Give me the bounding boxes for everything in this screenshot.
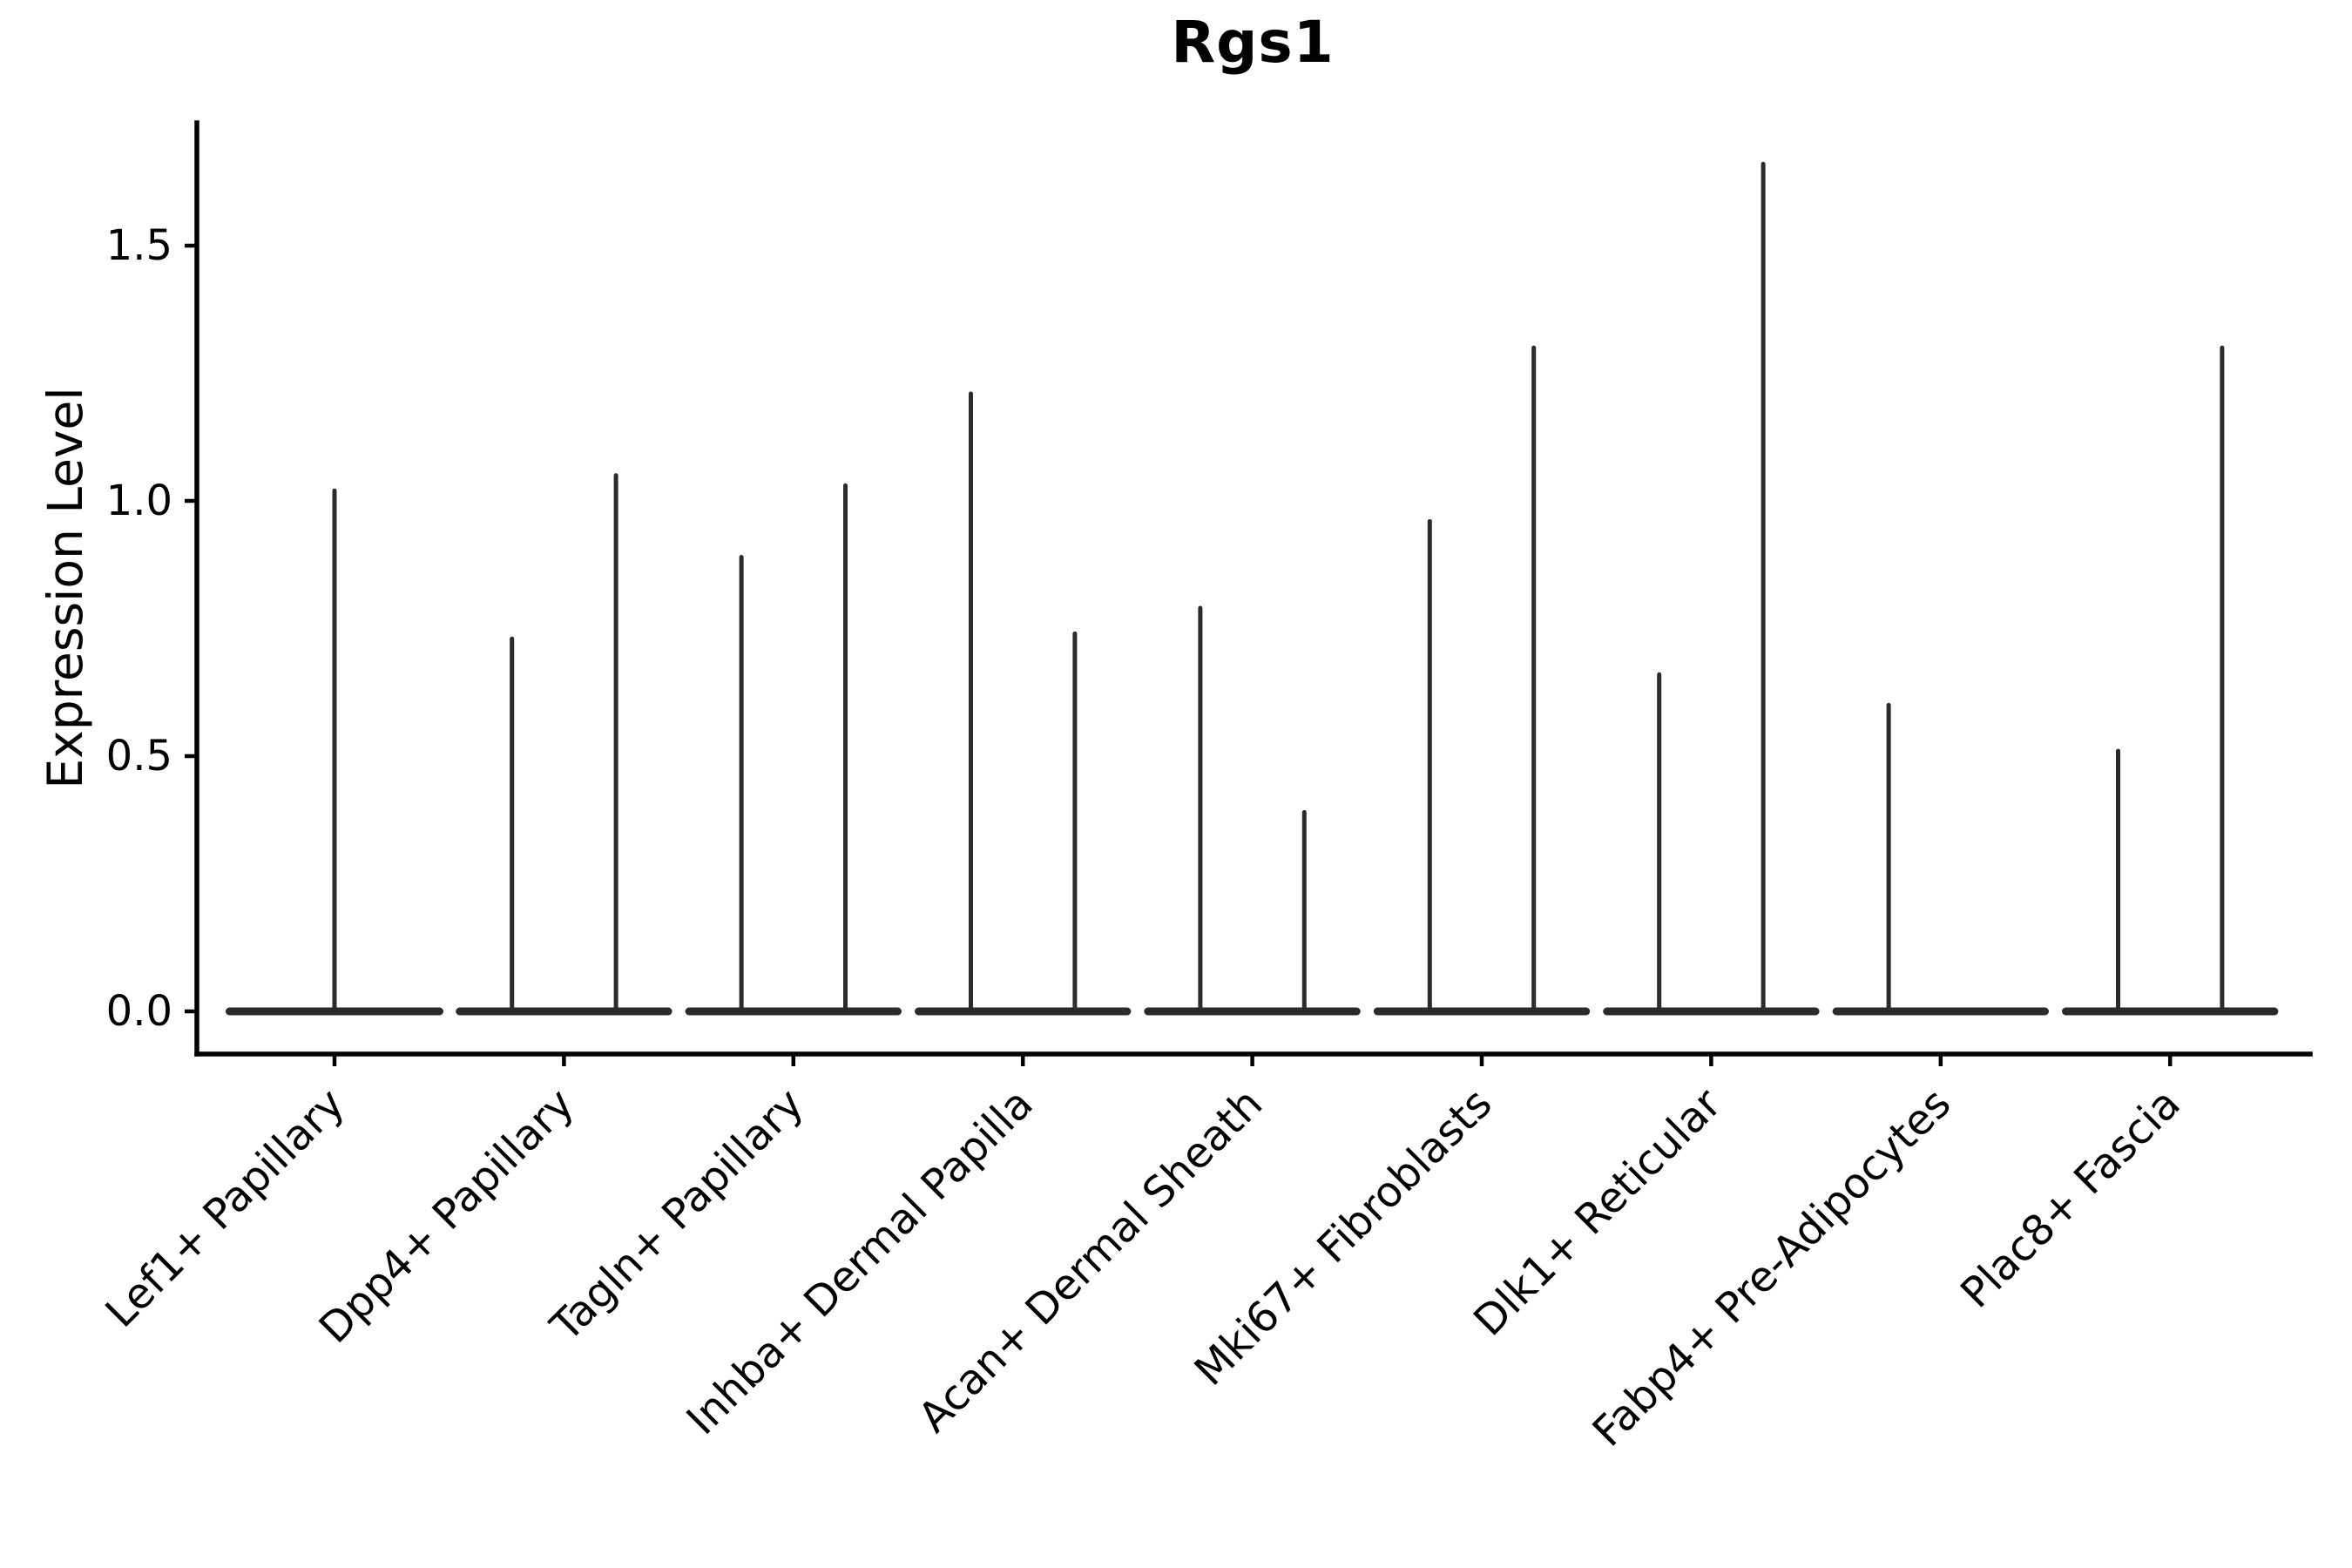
y-tick-label: 0.0 bbox=[106, 987, 172, 1036]
violin-category: Lef1+ Papillary bbox=[97, 488, 443, 1337]
x-tick-label: Dlk1+ Reticular bbox=[1464, 1079, 1731, 1346]
x-tick-label: Plac8+ Fascia bbox=[1951, 1079, 2190, 1318]
y-tick-label: 1.5 bbox=[106, 221, 172, 270]
violin-category: Tagln+ Papillary bbox=[541, 483, 902, 1351]
violin-category: Dpp4+ Papillary bbox=[310, 473, 672, 1353]
plot-title: Rgs1 bbox=[1171, 9, 1335, 76]
violin-category: Plac8+ Fascia bbox=[1951, 345, 2279, 1318]
violin-category: Fabp4+ Pre-Adipocytes bbox=[1584, 702, 2049, 1456]
x-tick-label: Tagln+ Papillary bbox=[541, 1079, 813, 1351]
y-tick-label: 0.5 bbox=[106, 732, 172, 781]
violin-category: Mki67+ Fibroblasts bbox=[1186, 345, 1591, 1396]
violin-category: Dlk1+ Reticular bbox=[1464, 161, 1820, 1346]
x-tick-label: Lef1+ Papillary bbox=[97, 1079, 355, 1337]
x-tick-label: Dpp4+ Papillary bbox=[310, 1079, 584, 1353]
y-tick-label: 1.0 bbox=[106, 476, 172, 525]
